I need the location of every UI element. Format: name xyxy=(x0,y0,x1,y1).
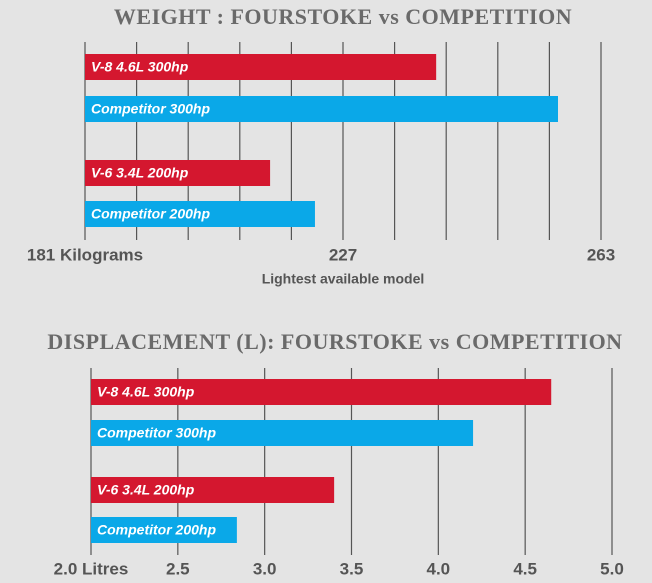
bar xyxy=(91,517,237,543)
bar xyxy=(85,96,558,122)
bar-label: V-8 4.6L 300hp xyxy=(91,59,189,75)
bar xyxy=(85,160,271,186)
bar xyxy=(91,379,552,405)
x-tick-label: 2.5 xyxy=(166,559,190,578)
x-tick-label: 4.5 xyxy=(513,559,537,578)
x-tick-label: 2.0 Litres xyxy=(54,559,129,578)
bar-label: Competitor 200hp xyxy=(97,522,216,538)
bar-label: V-6 3.4L 200hp xyxy=(97,482,195,498)
x-tick-label: 3.0 xyxy=(253,559,277,578)
bar xyxy=(91,420,474,446)
bar-label: Competitor 200hp xyxy=(91,206,210,222)
x-tick-label: 4.0 xyxy=(427,559,451,578)
x-tick-label: 3.5 xyxy=(340,559,364,578)
bar xyxy=(85,201,315,227)
bar xyxy=(85,54,437,80)
x-tick-label: 181 Kilograms xyxy=(27,245,143,264)
x-tick-label: 5.0 xyxy=(600,559,624,578)
chart-title: WEIGHT : FOURSTOKE vs COMPETITION xyxy=(114,4,572,29)
bar-label: Competitor 300hp xyxy=(97,425,216,441)
x-axis-label: Lightest available model xyxy=(262,271,425,287)
bar-label: V-8 4.6L 300hp xyxy=(97,384,195,400)
x-tick-label: 263 xyxy=(587,245,615,264)
chart-title: DISPLACEMENT (L): FOURSTOKE vs COMPETITI… xyxy=(47,329,622,354)
x-tick-label: 227 xyxy=(329,245,357,264)
bar-label: Competitor 300hp xyxy=(91,101,210,117)
bar xyxy=(91,477,335,503)
bar-label: V-6 3.4L 200hp xyxy=(91,165,189,181)
